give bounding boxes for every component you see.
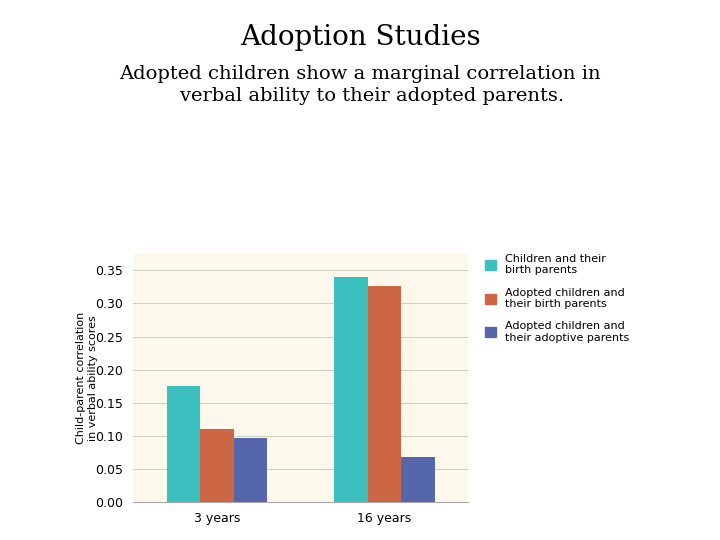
Text: Adopted children show a marginal correlation in
    verbal ability to their adop: Adopted children show a marginal correla… [120,65,600,105]
Bar [233,438,267,502]
Bar [334,277,368,502]
Bar [401,457,435,502]
Bar [367,286,401,502]
Bar [166,386,200,502]
Text: Adoption Studies: Adoption Studies [240,24,480,51]
Y-axis label: Child-parent correlation
in verbal ability scores: Child-parent correlation in verbal abili… [76,312,98,444]
Legend: Children and their
birth parents, Adopted children and
their birth parents, Adop: Children and their birth parents, Adopte… [485,254,629,343]
Bar [200,429,233,502]
